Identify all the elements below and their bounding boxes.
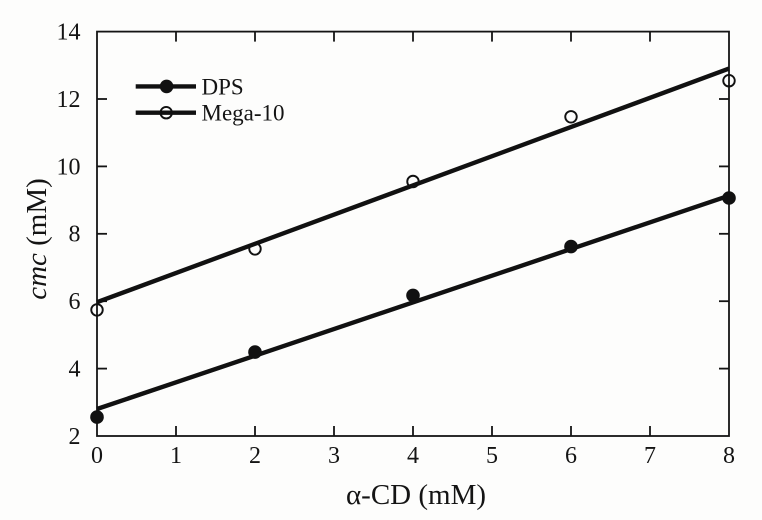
svg-text:2: 2 bbox=[69, 424, 81, 450]
svg-text:10: 10 bbox=[57, 154, 81, 180]
svg-text:8: 8 bbox=[69, 222, 81, 248]
svg-text:7: 7 bbox=[644, 443, 656, 469]
svg-text:0: 0 bbox=[91, 443, 103, 469]
svg-text:6: 6 bbox=[69, 289, 81, 315]
svg-text:3: 3 bbox=[328, 443, 340, 469]
svg-text:α-CD (mM): α-CD (mM) bbox=[346, 479, 486, 511]
svg-text:cmc (mM): cmc (mM) bbox=[21, 178, 53, 300]
svg-text:4: 4 bbox=[69, 357, 81, 383]
svg-text:2: 2 bbox=[249, 443, 261, 469]
svg-text:6: 6 bbox=[565, 443, 577, 469]
svg-text:8: 8 bbox=[723, 443, 735, 469]
svg-text:Mega-10: Mega-10 bbox=[202, 101, 285, 126]
svg-text:12: 12 bbox=[57, 87, 81, 113]
svg-text:1: 1 bbox=[170, 443, 182, 469]
svg-text:5: 5 bbox=[486, 443, 498, 469]
svg-text:14: 14 bbox=[57, 20, 81, 46]
svg-text:DPS: DPS bbox=[202, 74, 244, 99]
svg-text:4: 4 bbox=[407, 443, 419, 469]
